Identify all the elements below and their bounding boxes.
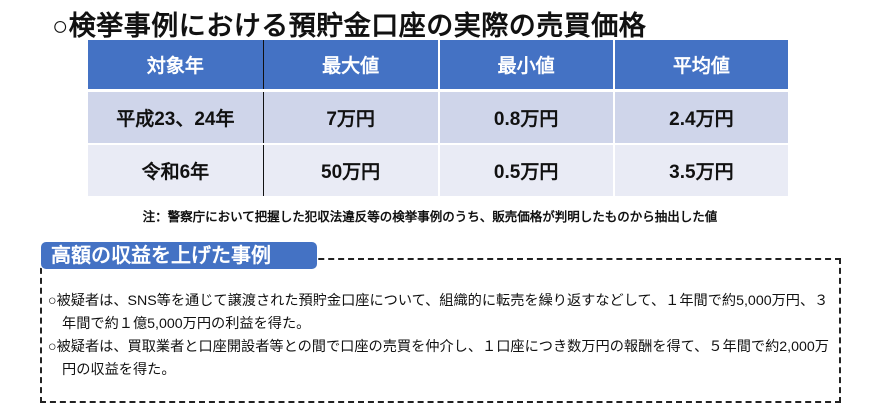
cases-box <box>40 258 841 403</box>
header-target-year: 対象年 <box>88 40 264 92</box>
header-min: 最小値 <box>438 40 615 92</box>
cell-average: 2.4万円 <box>613 90 791 145</box>
cases-list: ○被疑者は、SNS等を通じて譲渡された預貯金口座について、組織的に転売を繰り返す… <box>48 290 838 382</box>
table-header-row: 対象年 最大値 最小値 平均値 <box>88 40 791 92</box>
header-max: 最大値 <box>263 40 440 92</box>
price-table: 対象年 最大値 最小値 平均値 平成23、24年 7万円 0.8万円 2.4万円… <box>88 40 791 196</box>
table-row: 平成23、24年 7万円 0.8万円 2.4万円 <box>88 90 791 145</box>
cell-average: 3.5万円 <box>613 144 791 196</box>
page-title: ○検挙事例における預貯金口座の実際の売買価格 <box>52 11 647 41</box>
cell-max: 7万円 <box>263 90 440 145</box>
table-note: 注：警察庁において把握した犯収法違反等の検挙事例のうち、販売価格が判明したものか… <box>142 210 718 224</box>
cell-year: 令和6年 <box>88 144 264 196</box>
case-item: ○被疑者は、買取業者と口座開設者等との間で口座の売買を仲介し、１口座につき数万円… <box>48 339 829 378</box>
cell-max: 50万円 <box>263 144 440 196</box>
cases-box-label: 高額の収益を上げた事例 <box>40 241 318 270</box>
cell-min: 0.5万円 <box>438 144 615 196</box>
cell-min: 0.8万円 <box>438 90 615 145</box>
case-item: ○被疑者は、SNS等を通じて譲渡された預貯金口座について、組織的に転売を繰り返す… <box>48 293 829 332</box>
header-average: 平均値 <box>613 40 791 92</box>
table-row: 令和6年 50万円 0.5万円 3.5万円 <box>88 144 791 196</box>
cell-year: 平成23、24年 <box>88 90 264 145</box>
